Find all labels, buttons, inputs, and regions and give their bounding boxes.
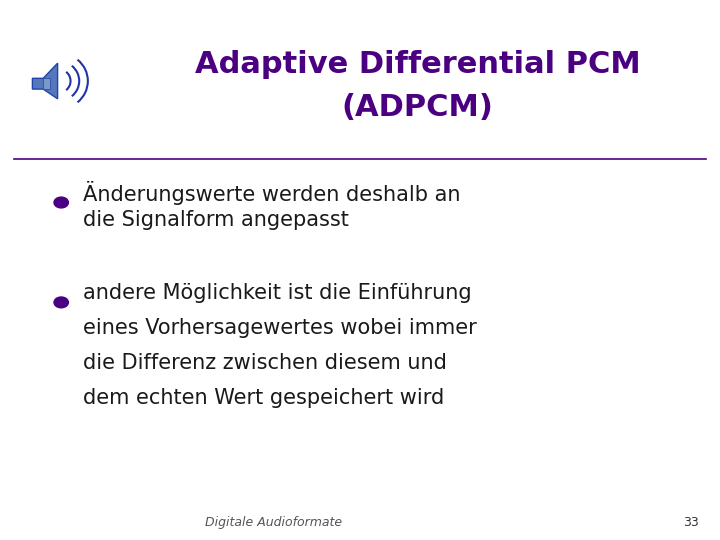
Text: Adaptive Differential PCM: Adaptive Differential PCM	[194, 50, 641, 79]
Text: Änderungswerte werden deshalb an: Änderungswerte werden deshalb an	[83, 181, 460, 205]
Polygon shape	[43, 78, 50, 89]
Text: eines Vorhersagewertes wobei immer: eines Vorhersagewertes wobei immer	[83, 318, 477, 338]
Text: die Signalform angepasst: die Signalform angepasst	[83, 210, 348, 230]
Text: (ADPCM): (ADPCM)	[342, 93, 493, 123]
Text: andere Möglichkeit ist die Einführung: andere Möglichkeit ist die Einführung	[83, 282, 472, 303]
Circle shape	[54, 297, 68, 308]
Text: Digitale Audioformate: Digitale Audioformate	[205, 516, 342, 529]
Text: die Differenz zwischen diesem und: die Differenz zwischen diesem und	[83, 353, 446, 373]
Polygon shape	[32, 63, 58, 99]
Circle shape	[54, 197, 68, 208]
Text: dem echten Wert gespeichert wird: dem echten Wert gespeichert wird	[83, 388, 444, 408]
Text: 33: 33	[683, 516, 698, 529]
